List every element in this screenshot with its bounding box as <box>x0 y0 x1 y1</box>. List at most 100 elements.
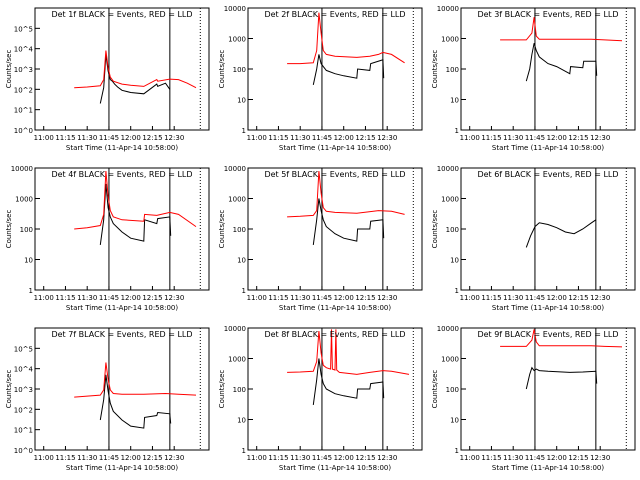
x-tick-label: 11:45 <box>525 134 545 142</box>
chart-title: Det 1f BLACK = Events, RED = LLD <box>51 10 192 19</box>
x-axis-label: Start Time (11-Apr-14 10:58:00) <box>66 464 178 472</box>
series-line-events <box>525 43 598 82</box>
y-axis-label: Counts/sec <box>218 370 226 409</box>
x-tick-label: 12:00 <box>334 134 354 142</box>
x-tick-label: 11:45 <box>312 294 332 302</box>
x-tick-label: 11:15 <box>55 294 75 302</box>
x-tick-label: 12:30 <box>164 134 184 142</box>
chart-title: Det 8f BLACK = Events, RED = LLD <box>264 330 405 339</box>
x-axis-label: Start Time (11-Apr-14 10:58:00) <box>492 464 604 472</box>
x-tick-label: 11:30 <box>290 134 310 142</box>
y-tick-label: 10000 <box>224 165 246 173</box>
chart-title: Det 6f BLACK = Events, RED = LLD <box>477 170 618 179</box>
series-line-lld <box>500 17 623 42</box>
chart-panel-2f: 11:00 11:15 11:30 11:45 12:00 12:15 12:30 1 10 10… <box>218 5 423 152</box>
y-tick-label: 10^4 <box>14 46 34 54</box>
x-tick-label: 11:00 <box>460 294 480 302</box>
chart-panel-5f: 11:00 11:15 11:30 11:45 12:00 12:15 12:30 1 10 10… <box>218 165 423 312</box>
y-tick-label: 10^2 <box>14 406 33 414</box>
chart-panel-1f: 11:00 11:15 11:30 11:45 12:00 12:15 12:30 10^0 1… <box>5 7 210 152</box>
x-tick-label: 12:30 <box>377 454 397 462</box>
y-tick-label: 1 <box>455 287 459 295</box>
x-tick-label: 12:30 <box>377 294 397 302</box>
y-tick-label: 10 <box>237 417 246 425</box>
x-tick-label: 12:15 <box>142 454 162 462</box>
y-axis-label: Counts/sec <box>218 50 226 89</box>
x-tick-label: 11:00 <box>34 134 54 142</box>
y-tick-label: 10^3 <box>14 66 33 74</box>
x-tick-label: 11:00 <box>460 454 480 462</box>
y-tick-label: 10^1 <box>14 427 33 435</box>
y-tick-label: 10 <box>24 257 33 265</box>
y-tick-label: 100 <box>446 66 459 74</box>
x-tick-label: 12:30 <box>590 454 610 462</box>
x-tick-label: 12:00 <box>547 454 567 462</box>
y-tick-label: 100 <box>233 386 246 394</box>
x-tick-label: 12:15 <box>355 454 375 462</box>
x-tick-label: 12:15 <box>568 294 588 302</box>
x-tick-label: 12:00 <box>334 454 354 462</box>
y-tick-label: 100 <box>20 226 33 234</box>
y-tick-label: 1000 <box>441 36 459 44</box>
y-tick-label: 10000 <box>224 5 246 13</box>
x-tick-label: 11:15 <box>268 134 288 142</box>
y-axis-label: Counts/sec <box>431 210 439 249</box>
series-line-events <box>99 183 172 245</box>
x-tick-label: 11:45 <box>525 454 545 462</box>
chart-title: Det 2f BLACK = Events, RED = LLD <box>264 10 405 19</box>
plot-frame <box>34 167 210 291</box>
x-tick-label: 11:45 <box>525 294 545 302</box>
x-tick-label: 12:15 <box>568 134 588 142</box>
series-line-lld <box>74 170 197 230</box>
x-tick-label: 11:15 <box>481 294 501 302</box>
chart-title: Det 7f BLACK = Events, RED = LLD <box>51 330 192 339</box>
x-tick-label: 11:45 <box>312 134 332 142</box>
chart-title: Det 9f BLACK = Events, RED = LLD <box>477 330 618 339</box>
series-line-lld <box>74 362 197 398</box>
x-tick-label: 12:00 <box>121 294 141 302</box>
x-tick-label: 11:30 <box>77 454 97 462</box>
x-tick-label: 11:15 <box>55 134 75 142</box>
y-tick-label: 10^2 <box>14 86 33 94</box>
x-tick-label: 12:15 <box>142 134 162 142</box>
x-tick-label: 12:15 <box>142 294 162 302</box>
y-tick-label: 10^3 <box>14 386 33 394</box>
x-tick-label: 11:45 <box>99 454 119 462</box>
y-tick-label: 1000 <box>228 196 246 204</box>
series-line-events <box>99 54 171 104</box>
series-line-events <box>525 366 598 390</box>
y-tick-label: 1 <box>29 287 33 295</box>
series-line-events <box>312 198 385 245</box>
y-tick-label: 10000 <box>437 165 459 173</box>
x-tick-label: 12:30 <box>164 294 184 302</box>
chart-title: Det 4f BLACK = Events, RED = LLD <box>51 170 192 179</box>
chart-panel-6f: 11:00 11:15 11:30 11:45 12:00 12:15 12:30 1 10 10… <box>431 165 636 312</box>
y-tick-label: 1000 <box>15 196 33 204</box>
x-tick-label: 12:00 <box>547 134 567 142</box>
x-axis-label: Start Time (11-Apr-14 10:58:00) <box>279 144 391 152</box>
plot-frame <box>247 167 423 291</box>
y-axis-label: Counts/sec <box>5 210 13 249</box>
x-tick-label: 11:15 <box>55 454 75 462</box>
y-tick-label: 1 <box>242 127 246 135</box>
y-tick-label: 1 <box>242 447 246 455</box>
series-line-lld <box>74 50 197 89</box>
x-tick-label: 11:45 <box>312 454 332 462</box>
x-tick-label: 12:00 <box>334 294 354 302</box>
y-tick-label: 1 <box>242 287 246 295</box>
y-tick-label: 1000 <box>228 36 246 44</box>
series-line-events <box>312 358 385 405</box>
x-axis-label: Start Time (11-Apr-14 10:58:00) <box>492 144 604 152</box>
series-line-events <box>312 54 385 86</box>
y-tick-label: 10 <box>237 257 246 265</box>
y-tick-label: 1000 <box>228 356 246 364</box>
x-tick-label: 11:00 <box>34 454 54 462</box>
y-axis-label: Counts/sec <box>431 370 439 409</box>
x-axis-label: Start Time (11-Apr-14 10:58:00) <box>66 304 178 312</box>
x-tick-label: 11:30 <box>77 294 97 302</box>
y-tick-label: 1 <box>455 127 459 135</box>
plot-frame <box>34 7 210 131</box>
x-tick-label: 12:00 <box>121 454 141 462</box>
plot-frame <box>460 7 636 131</box>
x-axis-label: Start Time (11-Apr-14 10:58:00) <box>492 304 604 312</box>
